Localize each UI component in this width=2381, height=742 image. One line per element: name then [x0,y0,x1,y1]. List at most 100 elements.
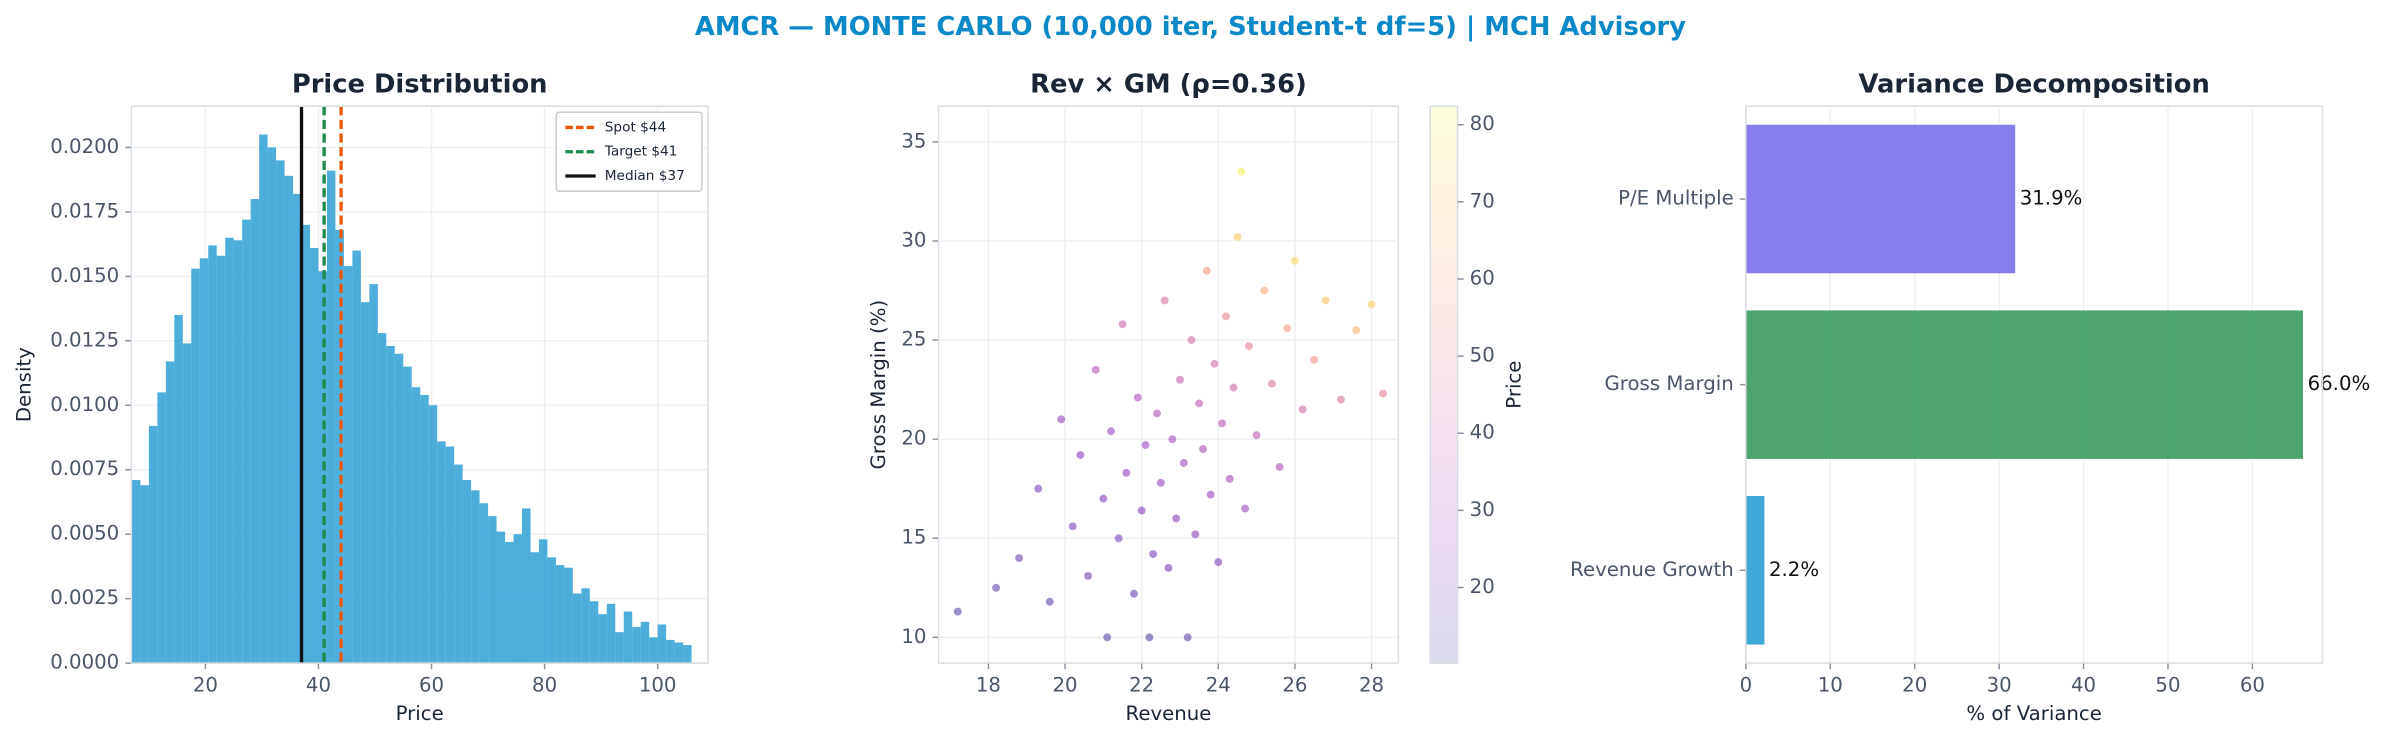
scatter-point [1156,478,1165,487]
histogram-bar [250,199,260,664]
histogram-bar [326,170,336,664]
scatter-point [1183,633,1192,642]
histogram-bar [148,425,158,664]
x-tick-label: 60 [2240,673,2265,696]
scatter-point [1206,490,1215,499]
x-tick-label: 80 [532,673,557,696]
value-label: 66.0% [2308,372,2371,395]
colorbar-label: Price [1503,361,1526,409]
scatter-point [1107,427,1115,436]
scatter-point [1298,405,1307,414]
histogram-bar [623,611,633,664]
scatter-point [1229,383,1238,392]
legend-box [555,111,703,192]
scatter-point [1290,256,1299,265]
x-tick-label: 24 [1206,673,1231,696]
histogram-bar [276,160,285,664]
histogram-bar [479,503,489,664]
histogram-bar [174,315,183,664]
histogram-bar [505,541,514,664]
histogram-bar [216,255,226,664]
scatter-point [1283,324,1292,333]
histogram-bar [225,237,234,664]
x-tick-label: 30 [1987,673,2012,696]
histogram-bar [683,645,692,664]
scatter-point [1084,571,1092,580]
y-tick-label: 0.0100 [50,393,119,416]
colorbar-tick-label: 80 [1470,112,1495,135]
histogram-bar [649,637,658,664]
axes-title: Variance Decomposition [1859,69,2210,99]
histogram-bar [437,441,446,664]
scatter-point [1222,312,1230,321]
scatter-point [1091,365,1100,374]
histogram-bar [157,392,166,664]
scatter-point [1168,435,1177,444]
scatter-point [953,607,962,616]
histogram-bar [259,134,268,664]
axes-frame [130,105,709,664]
scatter-point [1321,296,1330,305]
y-tick-label: 20 [901,427,926,450]
histogram-bar [555,565,565,664]
colorbar-tick-label: 30 [1470,498,1495,521]
scatter-point [1275,462,1284,471]
histogram-bar [352,250,361,664]
y-axis-label: Density [13,347,36,422]
y-tick-label: 15 [901,526,926,549]
histogram-bar [191,268,200,664]
axes-frame [937,105,1400,664]
x-tick-label: 60 [419,673,444,696]
scatter-point [1045,597,1054,606]
x-tick-label: 50 [2155,673,2180,696]
histogram-bar [674,642,684,664]
x-tick-label: 26 [1282,673,1307,696]
bar [1745,124,2016,274]
y-tick-label: 0.0050 [50,522,119,545]
histogram-bar [343,266,353,664]
scatter-point [1195,399,1204,408]
value-label: 31.9% [2020,187,2083,210]
scatter-point [992,583,1001,592]
x-tick-label: 0 [1740,673,1753,696]
histogram-bar [360,302,370,664]
axes-frame [1745,105,2324,664]
value-label: 2.2% [1769,558,1819,581]
y-tick-label: 0.0125 [50,328,119,351]
y-tick-label: 0.0075 [50,457,119,480]
y-tick-label: Gross Margin [1605,372,1734,395]
scatter-point [1379,389,1388,398]
scatter-point [1172,514,1181,523]
histogram-bar [428,405,438,664]
histogram-bar [488,516,497,664]
scatter-point [1137,506,1146,515]
scatter-point [1367,300,1376,309]
x-tick-label: 28 [1359,673,1384,696]
scatter-point [1241,504,1250,513]
histogram-bar [403,366,412,664]
scatter-point [1141,441,1150,450]
colorbar-tick-label: 60 [1470,266,1495,289]
scatter-point [1015,554,1024,563]
histogram-bar [657,624,667,664]
y-tick-label: 0.0025 [50,586,119,609]
histogram-bar [182,343,192,664]
histogram-bar [496,531,506,664]
scatter-point [1153,409,1161,418]
x-tick-label: 40 [2071,673,2096,696]
y-tick-label: P/E Multiple [1618,187,1734,210]
scatter-point [1191,530,1200,539]
histogram-bar [640,621,650,664]
histogram-bar [411,387,421,664]
scatter-point [1233,233,1242,241]
y-tick-label: 0.0175 [50,199,119,222]
y-axis-label: Gross Margin (%) [867,300,890,470]
scatter-point [1187,336,1196,345]
scatter-point [1130,589,1138,598]
histogram-bar [530,552,539,664]
scatter-point [1260,286,1269,295]
y-tick-label: 0.0200 [50,135,119,158]
legend-label: Median $37 [605,168,685,184]
axes-title: Price Distribution [292,69,548,99]
